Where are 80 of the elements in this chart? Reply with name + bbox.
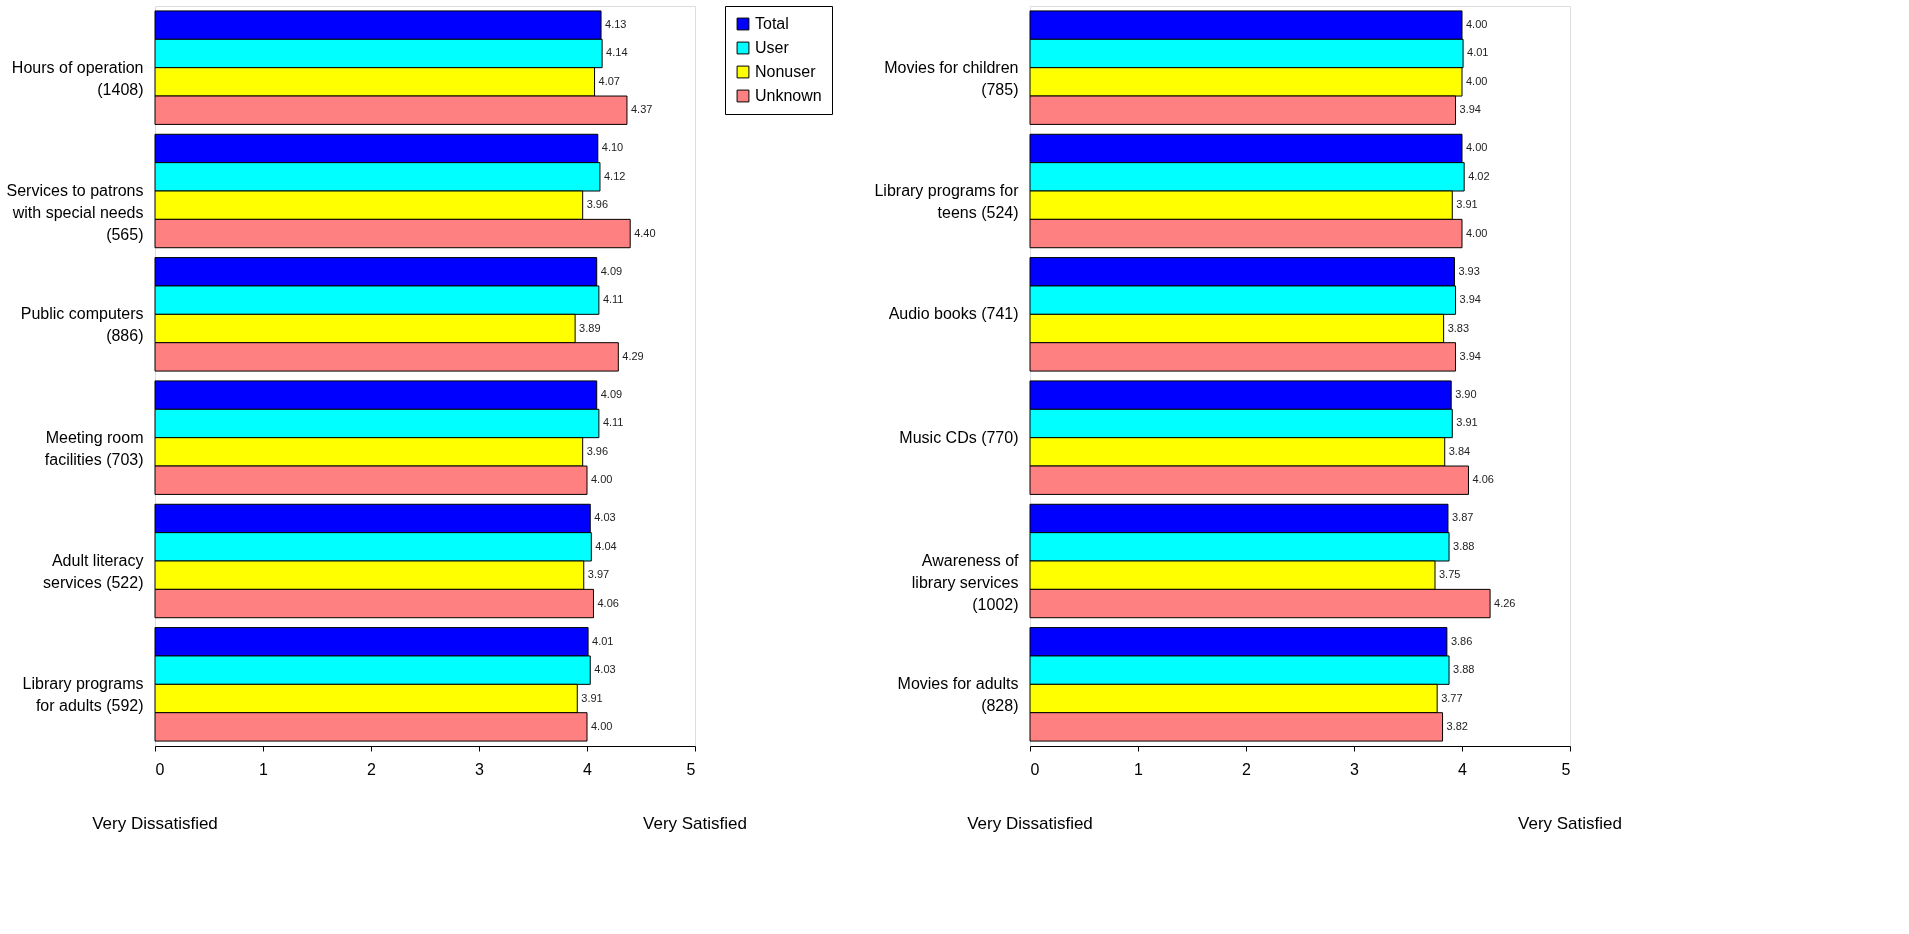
x-tick-label: 5 xyxy=(1561,760,1571,778)
data-label: 3.91 xyxy=(1456,416,1478,429)
y-tick-label: Library programs for teens (524) xyxy=(874,182,1020,221)
data-label: 4.11 xyxy=(602,293,624,306)
data-label: 3.86 xyxy=(1450,634,1473,647)
data-label: 4.02 xyxy=(1468,169,1490,182)
y-tick-label: Hours of operation (1408) xyxy=(11,58,144,98)
x-tick-label: 3 xyxy=(475,760,485,778)
x-tick-label: 1 xyxy=(1134,760,1144,778)
y-tick-label: Public computers (886) xyxy=(20,305,144,345)
x-tick-label: 2 xyxy=(1242,760,1252,778)
data-label: 3.88 xyxy=(1453,539,1475,552)
x-tick-label: 3 xyxy=(1350,760,1360,778)
data-label: 4.00 xyxy=(591,473,613,486)
data-label: 3.83 xyxy=(1447,321,1470,334)
text: Very Satisfied xyxy=(1518,814,1622,833)
data-label: 3.89 xyxy=(579,321,601,334)
x-tick-label: 1 xyxy=(259,760,269,778)
y-tick-label: Services to patrons with special needs (565) xyxy=(6,182,144,243)
data-label: 3.82 xyxy=(1446,719,1468,732)
data-label: 4.26 xyxy=(1494,596,1516,609)
x-tick-label: 4 xyxy=(583,760,593,778)
data-label: 4.03 xyxy=(594,663,616,676)
legend-label: Total xyxy=(755,15,789,32)
data-label: 3.77 xyxy=(1441,691,1463,704)
x-tick-label: 0 xyxy=(155,760,165,778)
data-label: 3.96 xyxy=(586,198,609,211)
data-label: 3.75 xyxy=(1439,568,1461,581)
data-label: 4.00 xyxy=(591,719,613,732)
legend-label: Nonuser xyxy=(755,63,817,80)
legend-label: User xyxy=(755,39,790,56)
data-label: 4.12 xyxy=(603,169,626,182)
y-tick-label: Audio books (741) xyxy=(888,305,1019,323)
data-label: 4.13 xyxy=(605,18,627,31)
y-tick-label: Meeting room facilities (703) xyxy=(44,428,144,468)
data-label: 3.91 xyxy=(581,691,603,704)
data-label: 4.00 xyxy=(1466,226,1488,239)
text: Very Dissatisfied xyxy=(967,814,1093,833)
data-label: 3.93 xyxy=(1458,264,1480,277)
data-label: 4.29 xyxy=(622,349,644,362)
data-label: 4.00 xyxy=(1466,141,1488,154)
data-label: 4.06 xyxy=(597,596,619,609)
data-label: 4.06 xyxy=(1472,473,1494,486)
data-label: 3.84 xyxy=(1448,444,1471,457)
data-label: 4.14 xyxy=(606,46,628,59)
data-label: 3.97 xyxy=(587,568,610,581)
data-label: 4.40 xyxy=(634,226,656,239)
data-label: 3.90 xyxy=(1455,388,1477,401)
data-label: 3.87 xyxy=(1451,511,1474,524)
data-label: 4.09 xyxy=(600,264,623,277)
y-tick-label: Awareness of library services (1002) xyxy=(911,552,1020,613)
data-label: 3.88 xyxy=(1453,663,1475,676)
data-label: 4.37 xyxy=(630,103,653,116)
data-label: 4.11 xyxy=(602,416,624,429)
y-tick-label: Movies for adults (828) xyxy=(897,675,1019,715)
data-label: 3.94 xyxy=(1459,293,1481,306)
y-tick-label: Music CDs (770) xyxy=(899,428,1019,446)
data-label: 3.94 xyxy=(1459,103,1481,116)
data-label: 4.01 xyxy=(592,634,614,647)
data-label: 3.94 xyxy=(1459,349,1481,362)
text: Very Satisfied xyxy=(643,814,747,833)
data-label: 4.00 xyxy=(1466,74,1488,87)
data-label: 3.91 xyxy=(1456,198,1478,211)
data-label: 4.09 xyxy=(600,388,623,401)
data-label: 3.96 xyxy=(586,444,609,457)
x-tick-label: 5 xyxy=(686,760,696,778)
data-label: 4.03 xyxy=(594,511,616,524)
y-tick-label: Library programs for adults (592) xyxy=(22,675,144,715)
data-label: 4.04 xyxy=(595,539,617,552)
y-tick-label: Adult literacy services (522) xyxy=(43,552,144,591)
data-label: 4.07 xyxy=(598,74,620,87)
x-tick-label: 0 xyxy=(1030,760,1040,778)
legend-label: Unknown xyxy=(755,87,822,104)
data-label: 4.00 xyxy=(1466,18,1488,31)
data-label: 4.10 xyxy=(601,141,624,154)
x-tick-label: 4 xyxy=(1458,760,1468,778)
data-label: 4.01 xyxy=(1467,46,1489,59)
y-tick-label: Movies for children (785) xyxy=(884,58,1019,98)
x-tick-label: 2 xyxy=(367,760,377,778)
text: Very Dissatisfied xyxy=(92,814,218,833)
